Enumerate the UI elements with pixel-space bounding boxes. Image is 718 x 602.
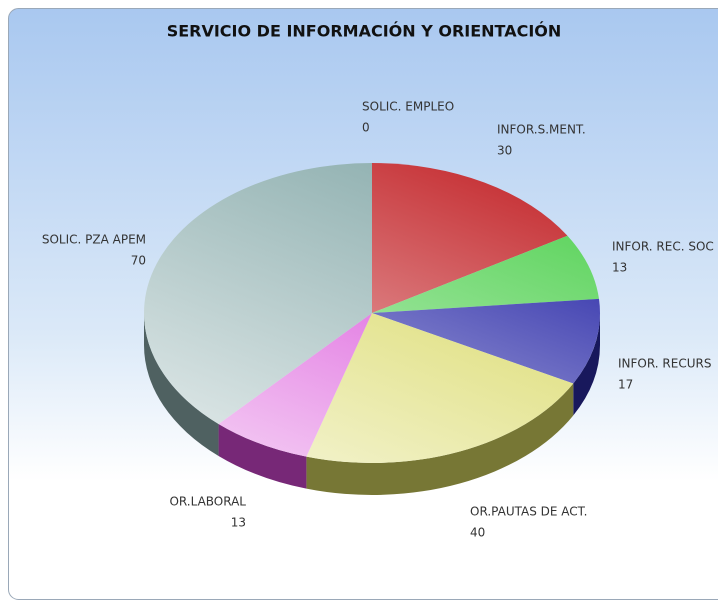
slice-label: INFOR. REC. SOC bbox=[612, 240, 714, 254]
chart-title: SERVICIO DE INFORMACIÓN Y ORIENTACIÓN bbox=[167, 22, 562, 41]
slice-side bbox=[218, 423, 307, 489]
slice-value: 13 bbox=[231, 516, 246, 530]
slice-value: 17 bbox=[618, 378, 633, 392]
slice-value: 40 bbox=[470, 526, 485, 540]
slice-side bbox=[573, 313, 600, 416]
slice-side bbox=[144, 313, 219, 456]
slice-label: OR.PAUTAS DE ACT. bbox=[470, 505, 587, 519]
slice bbox=[143, 163, 372, 424]
slice-label: SOLIC. EMPLEO bbox=[362, 100, 454, 114]
slice bbox=[372, 298, 600, 384]
slice-label: INFOR.S.MENT. bbox=[497, 123, 586, 137]
slice-side bbox=[306, 383, 574, 495]
slice-value: 70 bbox=[131, 254, 146, 268]
slice-label: OR.LABORAL bbox=[169, 495, 246, 509]
slice-label: SOLIC. PZA APEM bbox=[42, 233, 146, 247]
slice-value: 0 bbox=[362, 121, 370, 135]
pie bbox=[143, 163, 600, 495]
slice bbox=[372, 163, 568, 313]
slice bbox=[306, 313, 574, 463]
slice bbox=[372, 235, 599, 313]
slice bbox=[218, 313, 372, 457]
slice-value: 13 bbox=[612, 261, 627, 275]
slice-label: INFOR. RECURS bbox=[618, 357, 711, 371]
slice-value: 30 bbox=[497, 144, 512, 158]
